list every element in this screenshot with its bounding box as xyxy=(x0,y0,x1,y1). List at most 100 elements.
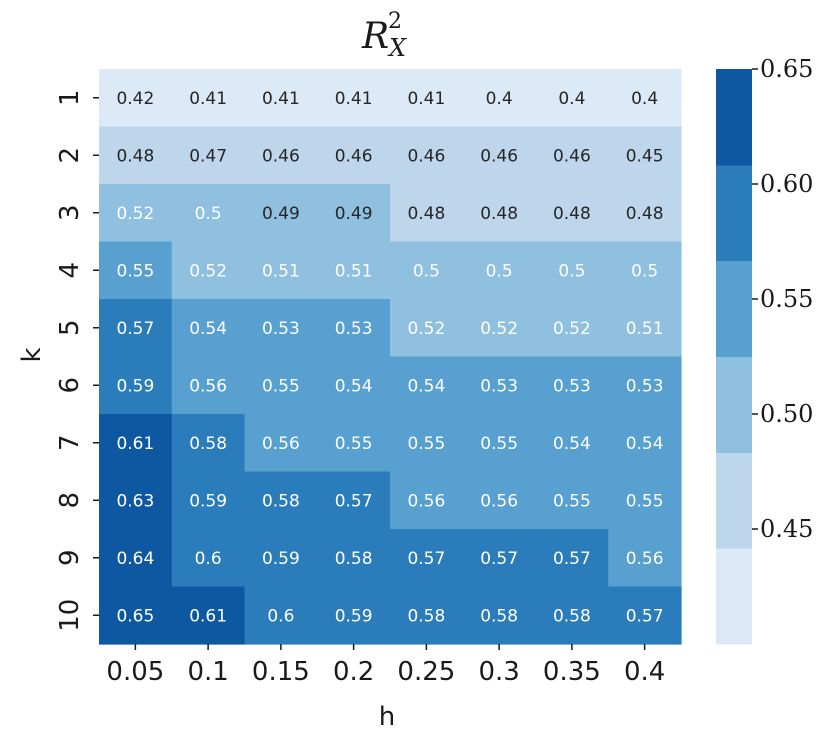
cell-value-label: 0.57 xyxy=(480,549,518,569)
cell-value-label: 0.41 xyxy=(262,89,300,109)
colorbar-segment xyxy=(716,356,752,453)
cell-value-label: 0.52 xyxy=(553,319,591,339)
y-tick-label: 3 xyxy=(55,204,85,221)
cell-value-label: 0.59 xyxy=(262,549,300,569)
cell-value-label: 0.58 xyxy=(480,606,518,626)
x-tick-label: 0.4 xyxy=(624,657,665,687)
cell-value-label: 0.54 xyxy=(407,376,445,396)
heatmap-cell xyxy=(244,299,318,358)
heatmap-cell xyxy=(171,69,246,128)
heatmap-cell xyxy=(244,69,318,128)
cell-value-label: 0.5 xyxy=(631,261,658,281)
cell-value-label: 0.4 xyxy=(486,89,513,109)
x-axis-ticks: 0.05 0.1 0.15 0.2 0.25 0.3 0.35 0.4 xyxy=(106,644,665,687)
cell-value-label: 0.42 xyxy=(116,89,154,109)
heatmap-cell xyxy=(462,414,537,473)
heatmap-cell xyxy=(99,529,173,588)
cell-value-label: 0.6 xyxy=(195,549,222,569)
cell-value-label: 0.54 xyxy=(626,434,664,454)
colorbar-ticks: 0.45 0.50 0.55 0.60 0.65 xyxy=(752,55,813,543)
y-tick-label: 7 xyxy=(55,434,85,451)
heatmap-cell xyxy=(535,529,609,588)
cell-value-label: 0.51 xyxy=(626,319,664,339)
cell-value-label: 0.58 xyxy=(262,491,300,511)
heatmap-cell xyxy=(390,529,464,588)
heatmap-cell xyxy=(99,184,173,243)
cell-value-label: 0.4 xyxy=(631,89,658,109)
heatmap-cell xyxy=(317,414,391,473)
heatmap-cell xyxy=(535,356,609,415)
heatmap-cell xyxy=(171,356,246,415)
heatmap-cell xyxy=(608,241,682,300)
cell-value-label: 0.55 xyxy=(407,434,445,454)
heatmap-cell xyxy=(317,356,391,415)
x-tick-label: 0.2 xyxy=(333,657,374,687)
y-tick-label: 10 xyxy=(55,599,85,632)
heatmap-cell xyxy=(535,414,609,473)
cell-value-label: 0.55 xyxy=(626,491,664,511)
cell-value-label: 0.59 xyxy=(189,491,227,511)
x-tick-label: 0.35 xyxy=(543,657,601,687)
cell-value-label: 0.56 xyxy=(189,376,227,396)
y-axis-label: k xyxy=(17,347,47,362)
heatmap-cell xyxy=(390,299,464,358)
heatmap-cell xyxy=(462,241,537,300)
heatmap-cell xyxy=(244,414,318,473)
title-subscript: X xyxy=(387,34,407,62)
cell-value-label: 0.41 xyxy=(335,89,373,109)
heatmap-cell xyxy=(390,471,464,530)
cell-value-label: 0.51 xyxy=(262,261,300,281)
cell-value-label: 0.6 xyxy=(267,606,294,626)
cell-value-label: 0.48 xyxy=(480,204,518,224)
heatmap-cell xyxy=(99,356,173,415)
cell-value-label: 0.58 xyxy=(553,606,591,626)
cell-value-label: 0.46 xyxy=(553,146,591,166)
heatmap-cell xyxy=(608,184,682,243)
heatmap-cell xyxy=(462,126,537,185)
cell-value-label: 0.48 xyxy=(407,204,445,224)
heatmap-cell xyxy=(535,586,609,645)
cell-value-label: 0.5 xyxy=(486,261,513,281)
colorbar-tick-label: 0.45 xyxy=(760,515,813,543)
chart-title: R 2 X xyxy=(361,9,407,62)
heatmap-cell xyxy=(317,69,391,128)
colorbar-segment xyxy=(716,548,752,645)
cell-value-label: 0.41 xyxy=(407,89,445,109)
colorbar-tick-label: 0.55 xyxy=(760,285,813,313)
cell-value-label: 0.64 xyxy=(116,549,154,569)
cell-value-label: 0.46 xyxy=(262,146,300,166)
cell-value-label: 0.48 xyxy=(553,204,591,224)
cell-value-label: 0.46 xyxy=(335,146,373,166)
heatmap-cell xyxy=(608,471,682,530)
cell-value-label: 0.53 xyxy=(626,376,664,396)
cell-value-label: 0.57 xyxy=(116,319,154,339)
cell-value-label: 0.55 xyxy=(116,261,154,281)
cell-value-label: 0.56 xyxy=(262,434,300,454)
heatmap-cell xyxy=(171,414,246,473)
heatmap-cell xyxy=(244,471,318,530)
heatmap-cell xyxy=(99,414,173,473)
x-tick-label: 0.05 xyxy=(106,657,164,687)
heatmap-cell xyxy=(99,299,173,358)
heatmap-cell xyxy=(390,184,464,243)
x-tick-label: 0.15 xyxy=(252,657,310,687)
cell-value-label: 0.55 xyxy=(553,491,591,511)
cell-value-label: 0.53 xyxy=(553,376,591,396)
cell-value-label: 0.55 xyxy=(335,434,373,454)
y-axis-ticks: 1 2 3 4 5 6 7 8 9 10 xyxy=(55,89,99,632)
cell-value-label: 0.46 xyxy=(480,146,518,166)
title-superscript: 2 xyxy=(388,9,402,34)
cell-value-label: 0.59 xyxy=(116,376,154,396)
heatmap-cell xyxy=(390,414,464,473)
cell-value-label: 0.5 xyxy=(195,204,222,224)
y-tick-label: 2 xyxy=(55,147,85,164)
cell-value-label: 0.5 xyxy=(558,261,585,281)
cell-value-label: 0.55 xyxy=(480,434,518,454)
cell-value-label: 0.52 xyxy=(407,319,445,339)
heatmap-cell xyxy=(99,471,173,530)
heatmap-cell xyxy=(608,299,682,358)
x-tick-label: 0.3 xyxy=(478,657,519,687)
cell-value-label: 0.48 xyxy=(626,204,664,224)
heatmap-cell xyxy=(462,586,537,645)
